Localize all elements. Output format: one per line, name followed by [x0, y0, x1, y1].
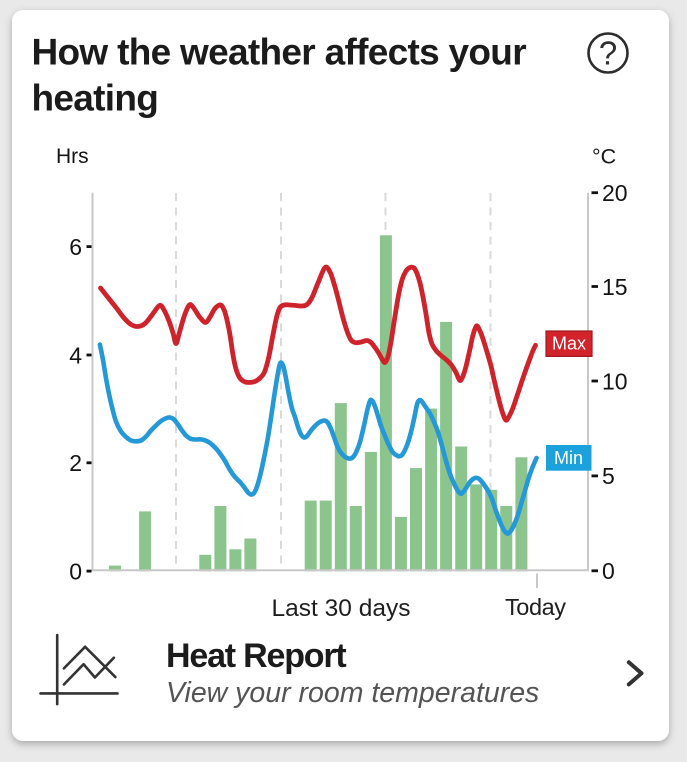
- svg-text:Hrs: Hrs: [56, 145, 89, 168]
- svg-text:Max: Max: [552, 334, 586, 354]
- svg-text:?: ?: [599, 35, 617, 72]
- svg-text:View your room temperatures: View your room temperatures: [166, 677, 539, 709]
- svg-text:6: 6: [69, 234, 82, 260]
- svg-text:How the weather affects your: How the weather affects your: [32, 32, 527, 73]
- svg-text:5: 5: [602, 463, 615, 489]
- svg-text:Today: Today: [505, 594, 566, 620]
- svg-text:20: 20: [602, 180, 628, 206]
- svg-text:heating: heating: [32, 78, 159, 119]
- svg-text:Min: Min: [554, 448, 583, 468]
- svg-text:0: 0: [602, 558, 615, 584]
- svg-text:Last 30 days: Last 30 days: [272, 595, 411, 622]
- svg-text:4: 4: [69, 342, 82, 368]
- svg-text:°C: °C: [592, 145, 616, 169]
- svg-text:15: 15: [602, 274, 628, 300]
- svg-text:Heat Report: Heat Report: [166, 637, 346, 675]
- svg-text:2: 2: [69, 450, 82, 476]
- svg-text:10: 10: [602, 368, 628, 394]
- svg-text:0: 0: [69, 558, 82, 584]
